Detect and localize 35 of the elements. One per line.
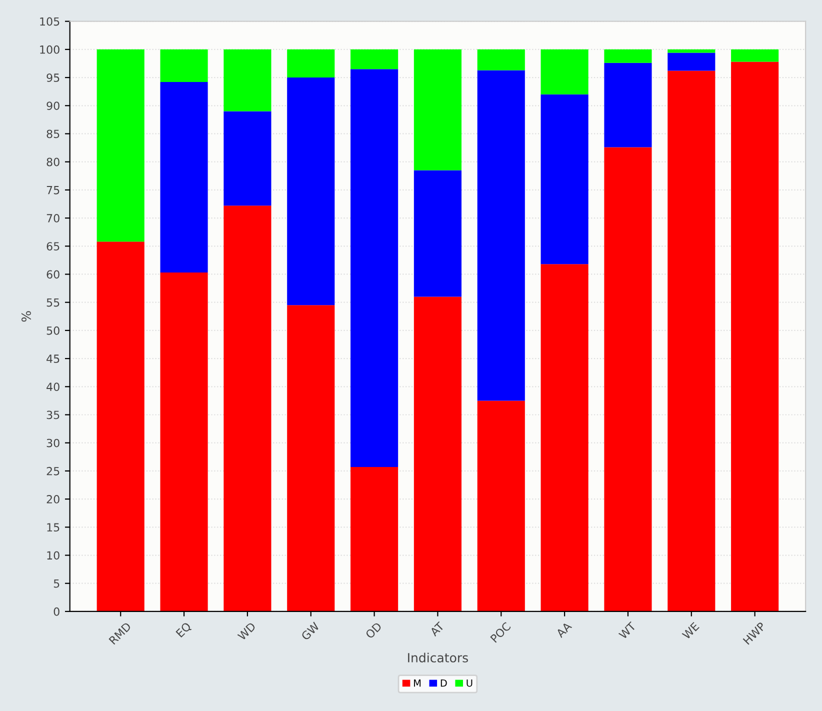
y-tick-label: 80 xyxy=(46,158,60,166)
y-tick-label: 105 xyxy=(40,17,60,26)
x-tick-label: EQ xyxy=(176,622,192,639)
legend-label: U xyxy=(466,680,472,687)
x-tick-label: WT xyxy=(618,621,636,640)
y-tick-label: 90 xyxy=(46,102,60,110)
y-tick-label: 0 xyxy=(54,607,60,616)
y-tick-label: 25 xyxy=(46,466,60,476)
x-axis-title: Indicators xyxy=(408,652,468,662)
x-tick-label: AA xyxy=(556,621,572,638)
y-tick-label: 20 xyxy=(46,495,60,504)
legend-label: M xyxy=(414,680,421,687)
y-axis-title: % xyxy=(22,311,31,322)
y-tick-label: 45 xyxy=(46,354,60,363)
y-tick-label: 5 xyxy=(54,579,60,588)
x-tick-label: WD xyxy=(237,622,256,641)
x-tick-label: OD xyxy=(364,622,382,640)
y-tick-label: 50 xyxy=(46,326,60,335)
y-tick-label: 100 xyxy=(40,45,60,54)
y-tick-label: 15 xyxy=(47,523,60,532)
y-tick-label: 95 xyxy=(46,74,60,82)
x-tick-label: WE xyxy=(682,622,700,640)
y-tick-label: 70 xyxy=(46,214,60,222)
y-tick-label: 30 xyxy=(46,438,60,448)
x-tick-label: AT xyxy=(429,621,445,637)
y-tick-label: 75 xyxy=(46,186,60,194)
y-tick-label: 60 xyxy=(46,270,60,279)
legend-label: D xyxy=(440,680,447,687)
y-tick-label: 65 xyxy=(46,242,60,251)
x-tick-label: GW xyxy=(300,622,320,641)
y-tick-label: 55 xyxy=(46,298,60,307)
y-tick-label: 40 xyxy=(46,382,60,392)
y-tick-label: 85 xyxy=(46,130,60,138)
y-tick-label: 10 xyxy=(47,551,60,560)
y-tick-label: 35 xyxy=(46,410,60,420)
